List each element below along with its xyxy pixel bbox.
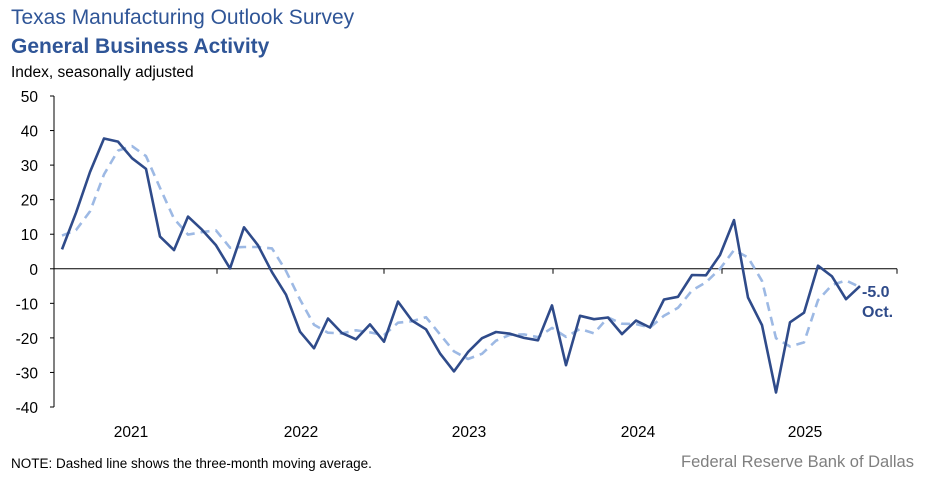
y-tick-label: -10: [16, 296, 39, 313]
y-tick-label: 0: [29, 262, 38, 279]
series-actual: [60, 137, 861, 394]
chart-series: [60, 137, 861, 394]
footnote: NOTE: Dashed line shows the three-month …: [11, 456, 372, 471]
y-tick-label: 10: [21, 227, 39, 244]
chart-subtitle: General Business Activity: [11, 35, 270, 58]
y-tick-label: -30: [16, 365, 39, 382]
y-axis-label: Index, seasonally adjusted: [11, 64, 194, 81]
chart-annotation: -5.0 Oct.: [862, 284, 893, 321]
x-tick-label: 2021: [114, 424, 148, 441]
y-tick-label: 50: [21, 89, 39, 106]
y-tick-label: 20: [21, 193, 39, 210]
chart-title: Texas Manufacturing Outlook Survey: [11, 6, 355, 29]
x-tick-label: 2025: [788, 424, 822, 441]
y-tick-label: -20: [16, 331, 39, 348]
x-tick-label: 2022: [284, 424, 318, 441]
y-tick-label: -40: [16, 400, 39, 417]
annotation-value: -5.0: [862, 284, 890, 301]
y-tick-label: 30: [21, 158, 39, 175]
x-tick-label: 2024: [621, 424, 656, 441]
y-tick-label: 40: [21, 124, 39, 141]
annotation-label: Oct.: [862, 304, 893, 321]
x-tick-label: 2023: [452, 424, 486, 441]
source-credit: Federal Reserve Bank of Dallas: [681, 453, 914, 471]
chart-axes: -40 -30 -20 -10 0 10 20 30 40 50 2021 2022 2023 2024 2…: [16, 89, 898, 441]
